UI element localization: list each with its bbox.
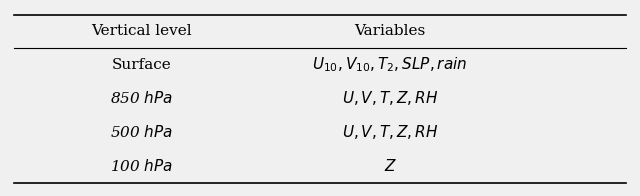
Text: Vertical level: Vertical level bbox=[92, 24, 192, 38]
Text: $Z$: $Z$ bbox=[383, 158, 397, 174]
Text: $U, V, T, Z, RH$: $U, V, T, Z, RH$ bbox=[342, 90, 438, 107]
Text: $U, V, T, Z, RH$: $U, V, T, Z, RH$ bbox=[342, 123, 438, 141]
Text: Surface: Surface bbox=[112, 58, 172, 72]
Text: $U_{10}, V_{10}, T_2, SLP, rain$: $U_{10}, V_{10}, T_2, SLP, rain$ bbox=[312, 55, 468, 74]
Text: 850 $hPa$: 850 $hPa$ bbox=[110, 91, 173, 106]
Text: 100 $hPa$: 100 $hPa$ bbox=[110, 158, 173, 174]
Text: Variables: Variables bbox=[355, 24, 426, 38]
Text: 500 $hPa$: 500 $hPa$ bbox=[110, 124, 173, 140]
